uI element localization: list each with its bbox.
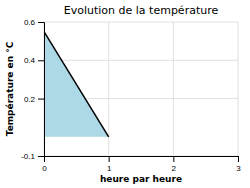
title: Evolution de la température bbox=[64, 4, 219, 17]
y-tick-label: 0.6 bbox=[24, 18, 36, 27]
x-axis: 0 1 2 3 bbox=[42, 156, 241, 173]
y-tick: 0.6 bbox=[24, 18, 44, 27]
y-axis-title: Température en °C bbox=[5, 41, 15, 136]
chart: 0 1 2 3 -0.1 0.2 0.4 0.6 Evolution de la tempéra… bbox=[0, 0, 250, 188]
plot: 0 1 2 3 -0.1 0.2 0.4 0.6 bbox=[21, 18, 241, 173]
y-tick: 0.4 bbox=[24, 56, 44, 65]
y-tick: 0.2 bbox=[24, 95, 44, 104]
y-tick-label: 0.4 bbox=[24, 56, 36, 65]
x-axis-line bbox=[45, 157, 239, 163]
y-tick-mark bbox=[38, 156, 44, 157]
x-axis-title: heure par heure bbox=[100, 174, 182, 184]
line bbox=[44, 32, 109, 137]
grid-line-y bbox=[44, 60, 238, 61]
grid bbox=[44, 22, 238, 156]
x-tick: 3 bbox=[236, 156, 241, 173]
grid-line-x bbox=[238, 22, 239, 156]
x-tick: 2 bbox=[172, 156, 177, 173]
y-axis: -0.1 0.2 0.4 0.6 bbox=[21, 18, 44, 161]
x-tick-label: 2 bbox=[172, 164, 177, 173]
y-tick-mark bbox=[38, 60, 44, 61]
y-tick-label: -0.1 bbox=[21, 152, 35, 161]
x-tick: 0 bbox=[42, 156, 47, 173]
y-tick: -0.1 bbox=[21, 152, 44, 161]
y-tick-label: 0.2 bbox=[24, 95, 36, 104]
grid-line-x bbox=[173, 22, 174, 156]
y-axis-line bbox=[38, 23, 45, 157]
x-tick-label: 0 bbox=[42, 164, 47, 173]
x-tick-label: 3 bbox=[236, 164, 241, 173]
y-tick-mark bbox=[38, 99, 44, 100]
grid-line-y bbox=[44, 22, 238, 23]
x-tick: 1 bbox=[107, 156, 112, 173]
x-tick-mark bbox=[109, 156, 110, 162]
y-tick-mark bbox=[38, 22, 44, 23]
x-tick-label: 1 bbox=[107, 164, 112, 173]
x-tick-mark bbox=[173, 156, 174, 162]
x-tick-mark bbox=[238, 156, 239, 162]
marks bbox=[44, 32, 109, 137]
area bbox=[44, 32, 109, 137]
